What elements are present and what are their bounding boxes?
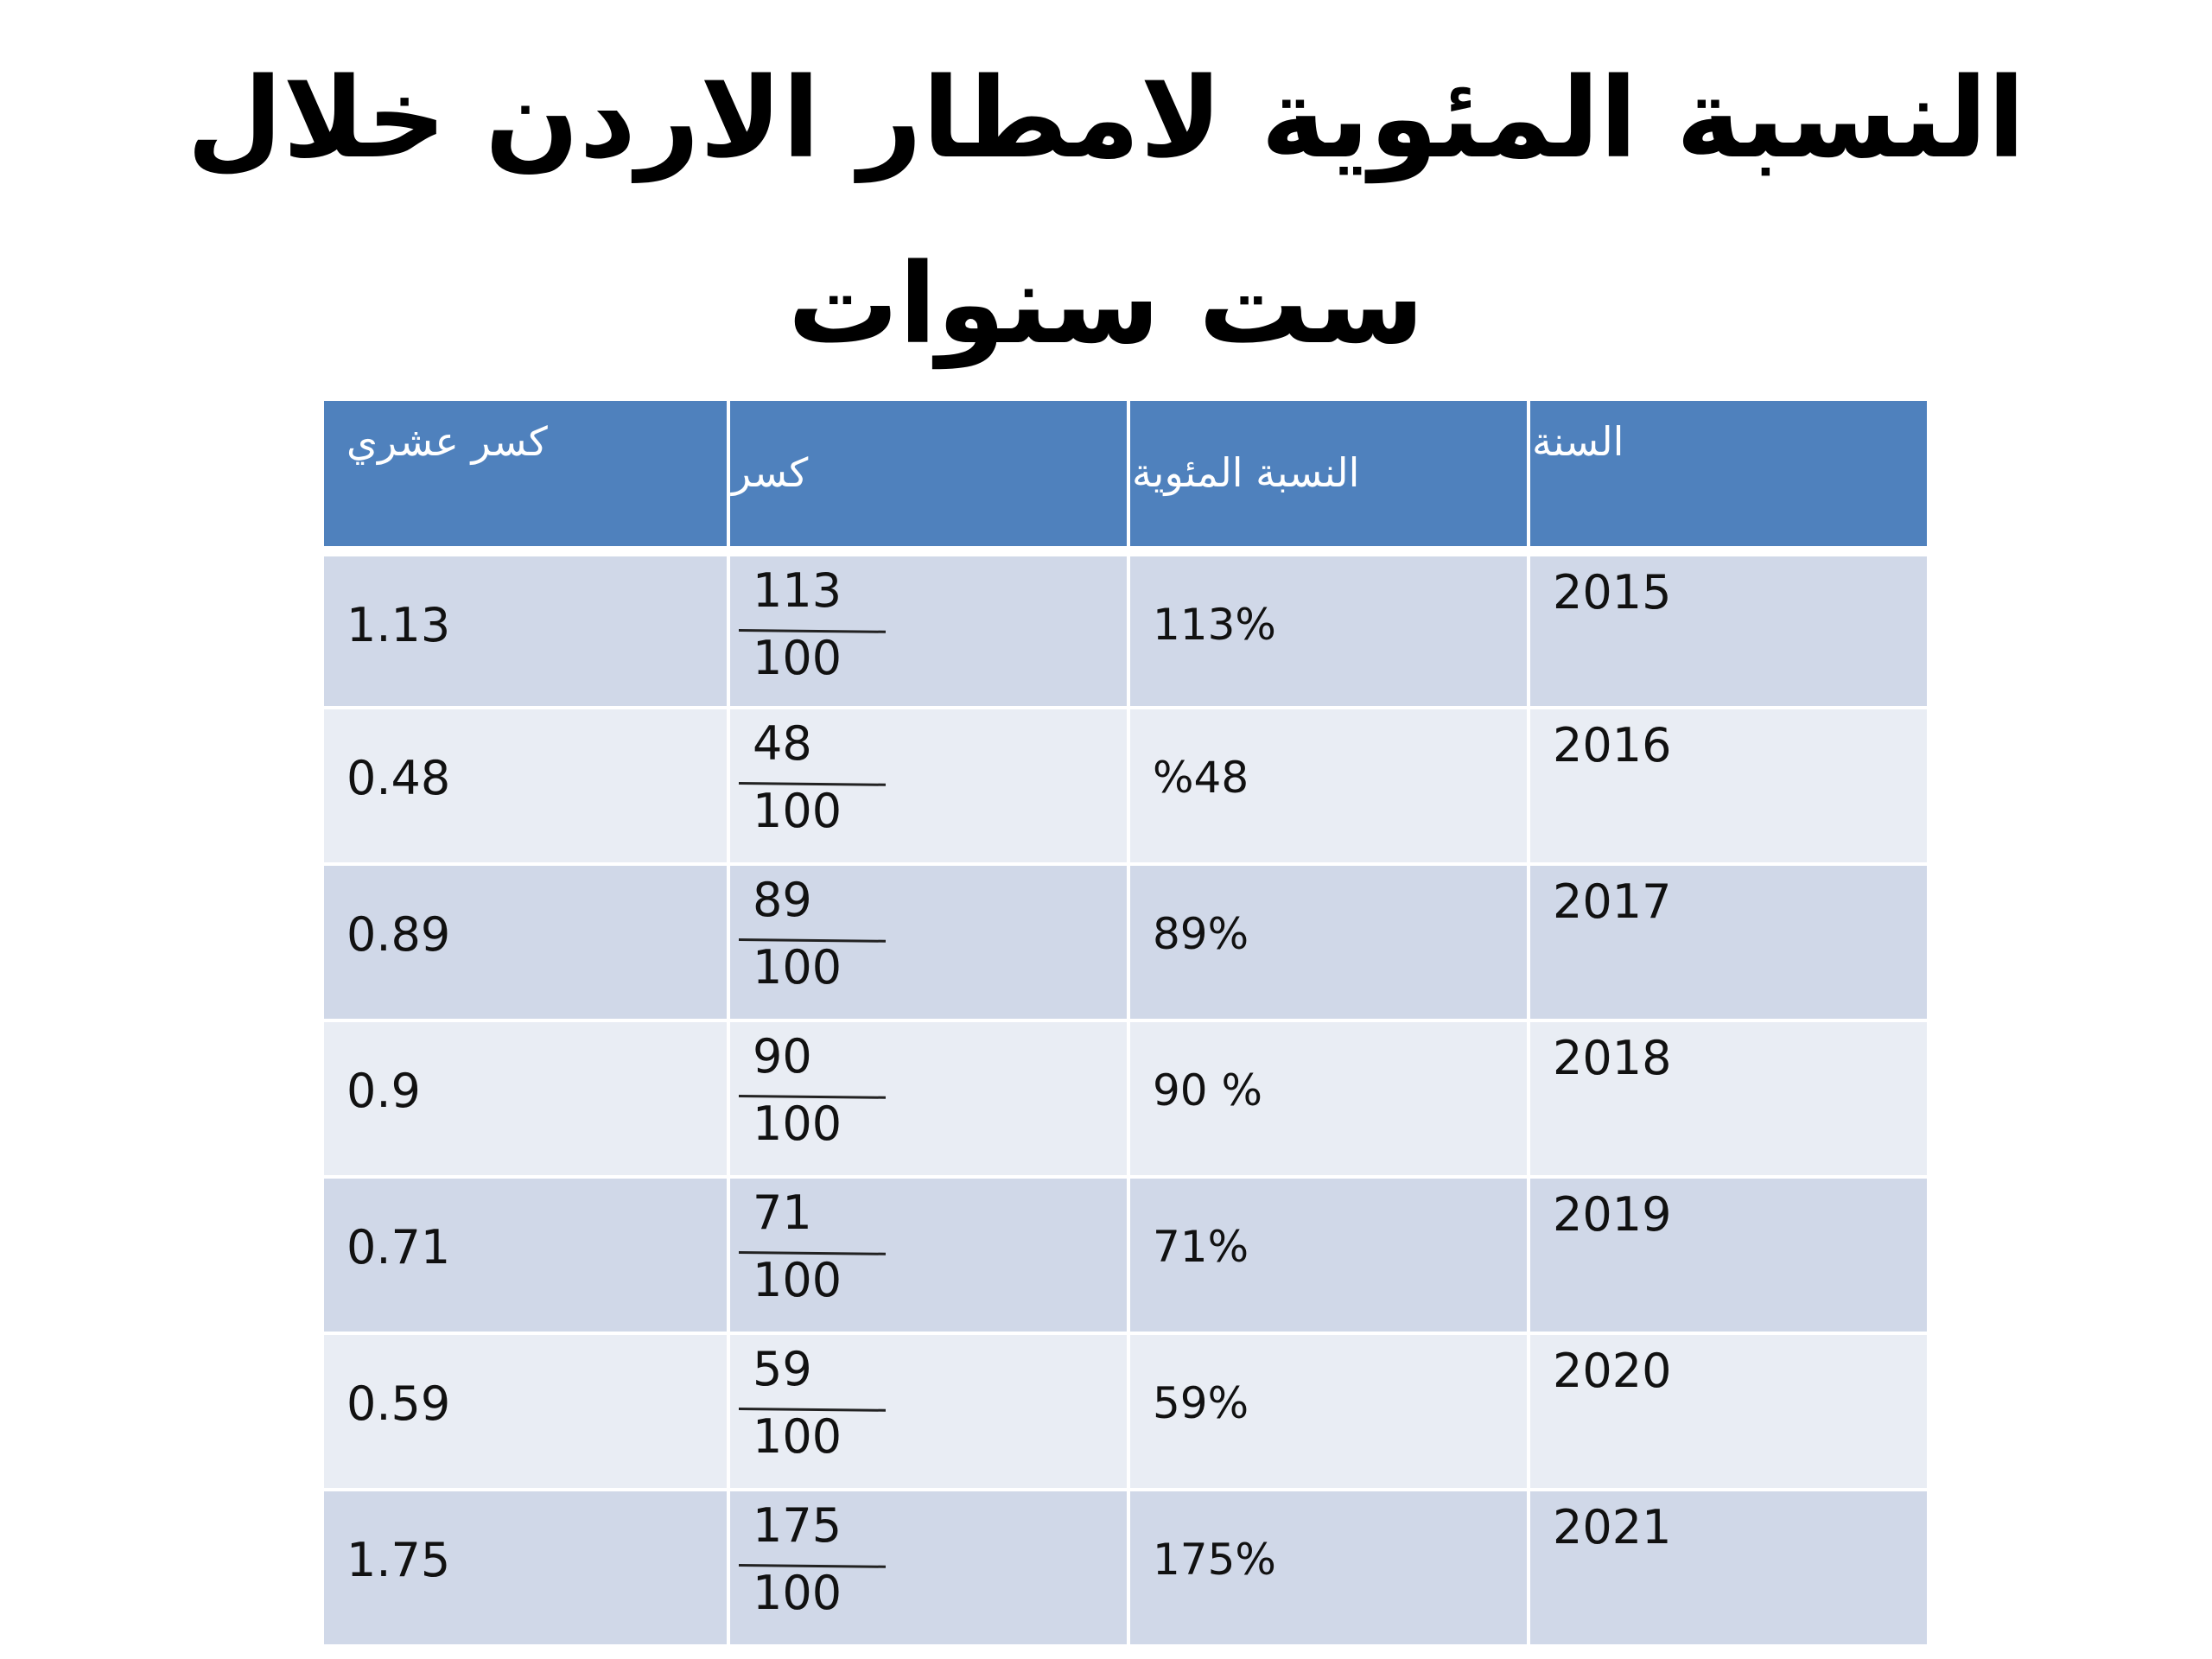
title-line-2: ست سنوات (787, 240, 1425, 369)
decimal-cell: 0.9 (321, 1019, 730, 1179)
decimal-value: 1.75 (346, 1533, 451, 1587)
year-value: 2021 (1553, 1500, 1672, 1554)
fraction-numerator: 71 (753, 1185, 812, 1240)
decimal-cell: 1.75 (321, 1488, 730, 1648)
fraction-denominator: 100 (753, 1566, 842, 1620)
table-row: 0.59 59 100 59% 2020 (321, 1332, 1930, 1491)
fraction-denominator: 100 (753, 784, 842, 838)
percent-cell: 71% (1127, 1175, 1530, 1335)
decimal-cell: 0.71 (321, 1175, 730, 1335)
fraction-numerator: 90 (753, 1029, 812, 1084)
table-row: 0.89 89 100 89% 2017 (321, 862, 1930, 1022)
rainfall-table: كسر عشري كسر النسبة المئوية السنة 1.13 1… (321, 397, 1930, 1648)
table-row: 1.13 113 100 113% 2015 (321, 546, 1930, 709)
title-line-1: النسبة المئوية لامطار الاردن خلال (187, 54, 2025, 183)
header-fraction-label: كسر (732, 449, 809, 496)
decimal-cell: 0.48 (321, 706, 730, 866)
header-decimal: كسر عشري (321, 397, 730, 553)
header-fraction: كسر (727, 397, 1130, 553)
header-percent-label: النسبة المئوية (1132, 449, 1360, 496)
fraction-denominator: 100 (753, 631, 842, 685)
year-cell: 2017 (1527, 862, 1930, 1022)
fraction-numerator: 59 (753, 1342, 812, 1396)
table-row: 0.9 90 100 90 % 2018 (321, 1019, 1930, 1179)
decimal-cell: 0.89 (321, 862, 730, 1022)
percent-value: 59% (1153, 1378, 1249, 1428)
table-row: 0.71 71 100 71% 2019 (321, 1175, 1930, 1335)
year-value: 2018 (1553, 1031, 1672, 1085)
year-value: 2019 (1553, 1187, 1672, 1242)
percent-value: 113% (1153, 600, 1276, 650)
fraction-cell: 59 100 (727, 1332, 1130, 1491)
decimal-cell: 1.13 (321, 546, 730, 709)
year-value: 2016 (1553, 718, 1672, 772)
year-cell: 2015 (1527, 546, 1930, 709)
percent-cell: 59% (1127, 1332, 1530, 1491)
percent-value: 175% (1153, 1535, 1276, 1585)
fraction-cell: 113 100 (727, 546, 1130, 709)
percent-cell: 113% (1127, 546, 1530, 709)
slide-title: النسبة المئوية لامطار الاردن خلال ست سنو… (138, 26, 2074, 397)
fraction-cell: 71 100 (727, 1175, 1130, 1335)
percent-value: 71% (1153, 1222, 1249, 1272)
percent-value: 89% (1153, 909, 1249, 959)
fraction-cell: 175 100 (727, 1488, 1130, 1648)
header-row: كسر عشري كسر النسبة المئوية السنة (321, 397, 1930, 553)
fraction-numerator: 175 (753, 1498, 842, 1553)
fraction-cell: 48 100 (727, 706, 1130, 866)
fraction-denominator: 100 (753, 1409, 842, 1464)
decimal-cell: 0.59 (321, 1332, 730, 1491)
table-row: 0.48 48 100 %48 2016 (321, 706, 1930, 866)
year-cell: 2020 (1527, 1332, 1930, 1491)
fraction-numerator: 113 (753, 563, 842, 618)
fraction-cell: 89 100 (727, 862, 1130, 1022)
header-year-label: السنة (1532, 418, 1624, 465)
decimal-value: 0.59 (346, 1376, 451, 1431)
percent-cell: 90 % (1127, 1019, 1530, 1179)
fraction-denominator: 100 (753, 1096, 842, 1151)
year-value: 2017 (1553, 874, 1672, 929)
header-year: السنة (1527, 397, 1930, 553)
decimal-value: 0.48 (346, 751, 451, 805)
percent-value: %48 (1153, 753, 1249, 803)
fraction-cell: 90 100 (727, 1019, 1130, 1179)
table-row: 1.75 175 100 175% 2021 (321, 1488, 1930, 1648)
decimal-value: 0.71 (346, 1220, 451, 1274)
fraction-numerator: 48 (753, 716, 812, 771)
fraction-denominator: 100 (753, 940, 842, 995)
percent-cell: %48 (1127, 706, 1530, 866)
fraction-denominator: 100 (753, 1253, 842, 1307)
header-decimal-label: كسر عشري (346, 418, 548, 465)
year-cell: 2018 (1527, 1019, 1930, 1179)
percent-value: 90 % (1153, 1065, 1263, 1116)
header-percent: النسبة المئوية (1127, 397, 1530, 553)
percent-cell: 175% (1127, 1488, 1530, 1648)
year-cell: 2016 (1527, 706, 1930, 866)
year-value: 2020 (1553, 1344, 1672, 1398)
percent-cell: 89% (1127, 862, 1530, 1022)
fraction-numerator: 89 (753, 873, 812, 927)
decimal-value: 1.13 (346, 598, 451, 652)
year-cell: 2021 (1527, 1488, 1930, 1648)
decimal-value: 0.89 (346, 907, 451, 962)
decimal-value: 0.9 (346, 1064, 421, 1118)
year-cell: 2019 (1527, 1175, 1930, 1335)
year-value: 2015 (1553, 565, 1672, 620)
